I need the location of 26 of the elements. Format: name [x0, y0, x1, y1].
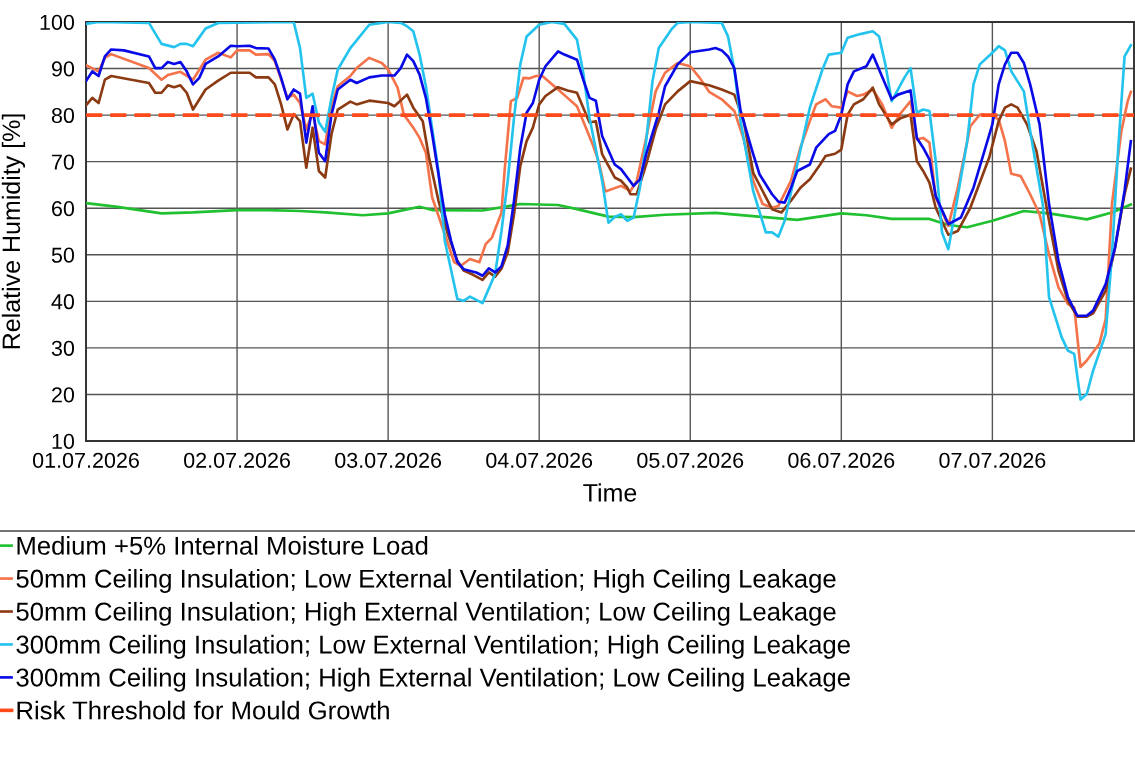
legend-label: 300mm Ceiling Insulation; Low External Ventilation; High Ceiling Leakage	[16, 634, 850, 659]
legend-label: Risk Threshold for Mould Growth	[17, 700, 389, 720]
x-tick-label: 07.07.2026	[939, 452, 1046, 468]
x-tick-label: 03.07.2026	[335, 452, 442, 468]
x-tick-label: 04.07.2026	[486, 452, 593, 468]
line-series	[86, 201, 1133, 229]
x-tick-label: 06.07.2026	[788, 452, 895, 468]
y-tick-label: 40	[51, 294, 75, 310]
legend-label: 50mm Ceiling Insulation; High External Ventilation; Low Ceiling Leakage	[16, 601, 836, 626]
legend-label: 300mm Ceiling Insulation; High External Ventilation; Low Ceiling Leakage	[16, 667, 850, 692]
y-tick-label: 50	[51, 247, 75, 263]
y-tick-label: 30	[51, 340, 75, 356]
x-tick-label: 01.07.2026	[32, 452, 139, 468]
x-tick-label: 02.07.2026	[184, 452, 290, 468]
y-tick-label: 70	[52, 154, 75, 170]
y-tick-label: 10	[52, 433, 75, 450]
y-tick-label: 100	[40, 14, 75, 31]
legend-label: 50mm Ceiling Insulation; Low External Ventilation; High Ceiling Leakage	[16, 568, 836, 593]
y-tick-label: 90	[51, 61, 75, 77]
x-axis-title: Time	[583, 483, 637, 502]
legend-label: Medium +5% Internal Moisture Load	[17, 536, 428, 555]
y-tick-label: 20	[52, 387, 75, 403]
y-tick-label: 60	[52, 200, 75, 217]
x-tick-label: 05.07.2026	[637, 452, 744, 468]
y-axis-title: Relative Humidity [%]	[1, 114, 26, 349]
y-tick-label: 80	[51, 107, 75, 124]
